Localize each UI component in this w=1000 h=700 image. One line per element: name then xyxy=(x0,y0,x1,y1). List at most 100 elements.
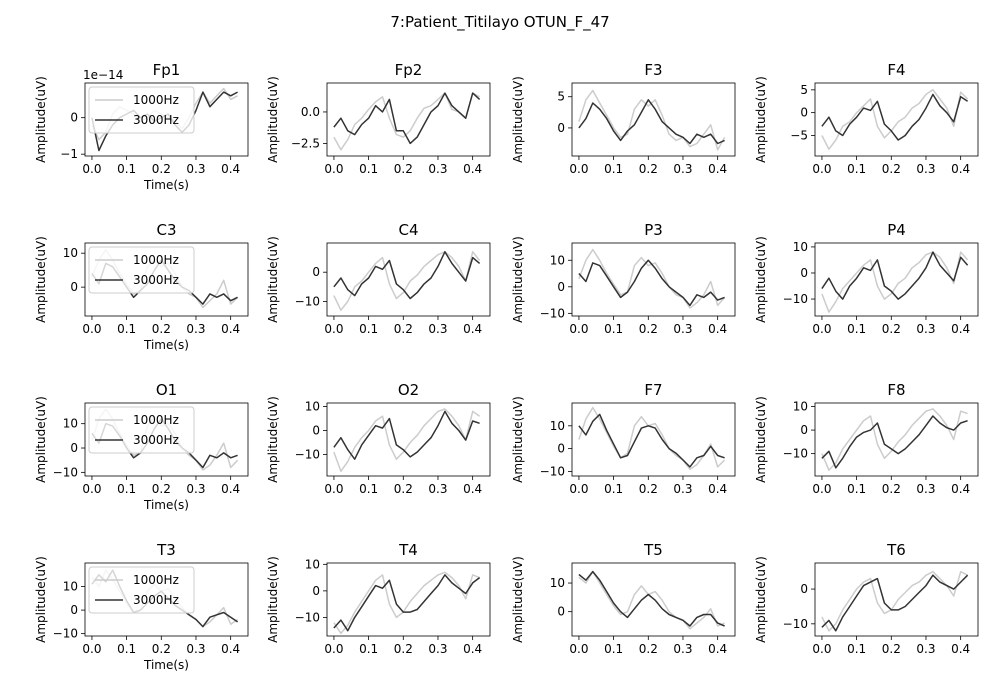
y-axis-label: Amplitude(uV) xyxy=(266,556,280,643)
x-tick-label: 0.0 xyxy=(812,642,831,656)
y-axis-label: Amplitude(uV) xyxy=(266,396,280,483)
y-axis-label: Amplitude(uV) xyxy=(34,76,48,163)
x-tick-label: 0.4 xyxy=(951,642,970,656)
series-line-1000hz xyxy=(578,406,726,470)
y-tick-label: −5 xyxy=(790,128,808,142)
y-tick-label: 0 xyxy=(800,266,808,280)
x-tick-label: 0.1 xyxy=(847,482,866,496)
y-axis-label: Amplitude(uV) xyxy=(754,76,768,163)
y-tick-label: −10 xyxy=(53,627,78,641)
subplot-title: F4 xyxy=(887,61,905,79)
series-line-1000hz xyxy=(333,251,481,311)
x-tick-label: 0.1 xyxy=(604,642,623,656)
y-tick-label: −10 xyxy=(295,447,320,461)
x-axis-label: Time(s) xyxy=(143,338,189,352)
legend-label: 1000Hz xyxy=(133,253,179,267)
plot-area xyxy=(578,89,726,151)
axes-frame xyxy=(814,82,979,157)
series-line-3000hz xyxy=(578,413,725,468)
y-axis-label: Amplitude(uV) xyxy=(511,396,525,483)
x-tick-label: 0.1 xyxy=(359,642,378,656)
x-tick-label: 0.0 xyxy=(324,322,343,336)
legend-label: 1000Hz xyxy=(133,573,179,587)
axes-frame xyxy=(571,82,736,157)
x-tick-label: 0.1 xyxy=(117,642,136,656)
series-line-1000hz xyxy=(578,89,726,151)
x-tick-label: 0.1 xyxy=(359,162,378,176)
y-tick-label: 0 xyxy=(557,280,565,294)
series-line-1000hz xyxy=(821,570,968,632)
subplot-title: C4 xyxy=(398,221,418,239)
y-tick-label: 0 xyxy=(70,280,78,294)
series-line-1000hz xyxy=(333,408,481,472)
subplot-title: P4 xyxy=(887,221,906,239)
series-line-3000hz xyxy=(578,570,725,627)
axes-frame xyxy=(326,402,491,477)
y-tick-label: 10 xyxy=(305,400,320,414)
y-tick-label: −10 xyxy=(783,447,808,461)
x-tick-label: 0.0 xyxy=(82,642,101,656)
x-tick-label: 0.3 xyxy=(186,642,205,656)
x-tick-label: 0.1 xyxy=(117,322,136,336)
x-tick-label: 0.2 xyxy=(394,642,413,656)
y-tick-label: 0 xyxy=(70,441,78,455)
x-tick-label: 0.2 xyxy=(394,482,413,496)
x-tick-label: 0.0 xyxy=(82,162,101,176)
plot-area xyxy=(821,251,969,313)
series-line-3000hz xyxy=(821,415,968,469)
y-tick-label: 0.0 xyxy=(301,105,320,119)
series-line-3000hz xyxy=(578,259,725,307)
y-tick-label: 10 xyxy=(63,580,78,594)
x-tick-label: 0.4 xyxy=(221,322,240,336)
x-tick-label: 0.3 xyxy=(428,322,447,336)
series-line-1000hz xyxy=(333,571,480,635)
figure-suptitle: 7:Patient_Titilayo OTUN_F_47 xyxy=(390,13,609,32)
legend-entry-3000hz: 3000Hz xyxy=(95,273,179,287)
subplot-title: F3 xyxy=(644,61,662,79)
y-axis-label: Amplitude(uV) xyxy=(754,236,768,323)
x-tick-label: 0.0 xyxy=(569,482,588,496)
x-tick-label: 0.2 xyxy=(639,322,658,336)
x-tick-label: 0.4 xyxy=(463,482,482,496)
axes-frame xyxy=(571,242,736,317)
x-tick-label: 0.2 xyxy=(639,482,658,496)
legend: 1000Hz 3000Hz xyxy=(88,86,195,134)
y-tick-label: −10 xyxy=(295,610,320,624)
subplot-c4: C4 0.0 0.1 0.2 0.3 0.4 0 −10 Amplitude(uV) xyxy=(266,221,491,336)
legend-label: 3000Hz xyxy=(133,273,179,287)
subplot-title: O1 xyxy=(156,381,177,399)
x-tick-label: 0.3 xyxy=(186,322,205,336)
x-tick-label: 0.2 xyxy=(152,642,171,656)
plot-area xyxy=(821,89,969,150)
axis-offset-text: 1e−14 xyxy=(83,68,123,82)
x-tick-label: 0.0 xyxy=(82,322,101,336)
legend-entry-1000hz: 1000Hz xyxy=(95,413,179,427)
x-tick-label: 0.3 xyxy=(186,482,205,496)
x-tick-label: 0.4 xyxy=(463,162,482,176)
y-tick-label: 0 xyxy=(70,111,78,125)
y-tick-label: 10 xyxy=(550,419,565,433)
y-tick-label: −1 xyxy=(60,147,78,161)
plot-area xyxy=(333,92,481,151)
x-tick-label: 0.1 xyxy=(847,322,866,336)
x-tick-label: 0.2 xyxy=(394,162,413,176)
subplot-title: T5 xyxy=(643,541,663,559)
x-tick-label: 0.1 xyxy=(604,162,623,176)
x-tick-label: 0.4 xyxy=(708,162,727,176)
x-tick-label: 0.3 xyxy=(916,162,935,176)
subplot-p4: P4 0.0 0.1 0.2 0.3 0.4 10 0 −10 Amplitude(uV) xyxy=(754,221,979,336)
y-tick-label: 0 xyxy=(312,584,320,598)
subplot-title: T4 xyxy=(398,541,418,559)
series-line-3000hz xyxy=(333,251,481,300)
x-tick-label: 0.0 xyxy=(324,642,343,656)
subplot-title: Fp1 xyxy=(153,61,181,79)
subplot-title: O2 xyxy=(398,381,419,399)
legend-entry-3000hz: 3000Hz xyxy=(95,113,179,127)
legend-box xyxy=(88,246,195,294)
axes-frame xyxy=(84,402,249,477)
x-tick-label: 0.0 xyxy=(569,642,588,656)
x-tick-label: 0.3 xyxy=(673,322,692,336)
legend-entry-1000hz: 1000Hz xyxy=(95,253,179,267)
y-tick-label: −10 xyxy=(295,294,320,308)
